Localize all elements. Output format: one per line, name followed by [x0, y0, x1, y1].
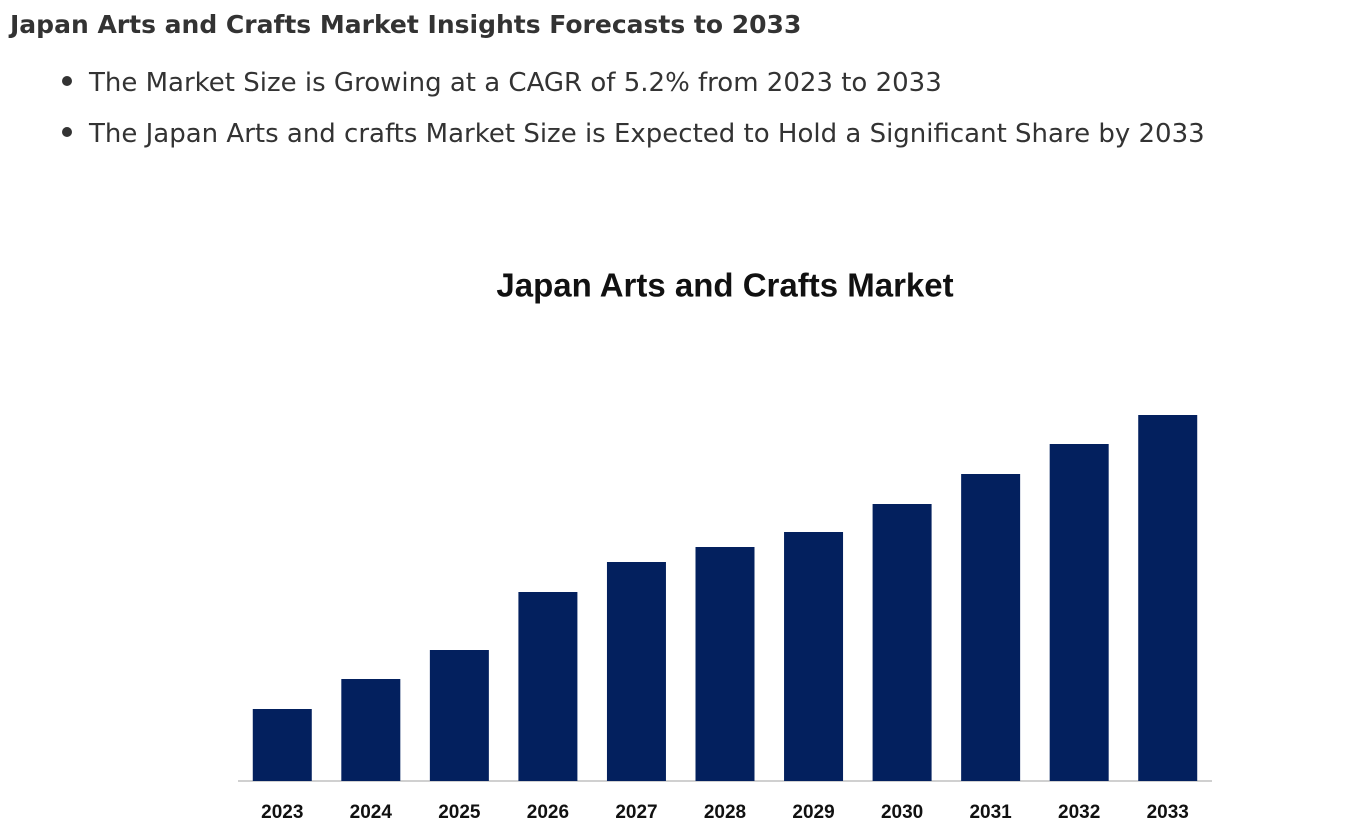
bar: [695, 547, 755, 781]
x-tick-label: 2029: [792, 802, 834, 823]
x-tick-label: 2028: [704, 802, 746, 823]
bar: [606, 562, 666, 781]
bar: [1049, 444, 1109, 781]
bullet-list: The Market Size is Growing at a CAGR of …: [62, 58, 1205, 160]
bar: [341, 679, 401, 781]
x-tick-label: 2032: [1058, 802, 1100, 823]
x-tick-label: 2031: [969, 802, 1012, 823]
x-tick-label: 2025: [438, 802, 481, 823]
x-tick-label: 2033: [1147, 802, 1189, 823]
x-tick-label: 2023: [261, 802, 303, 823]
bar: [252, 709, 312, 781]
bar: [518, 592, 578, 781]
bar: [961, 474, 1021, 781]
bar: [429, 650, 489, 781]
x-tick-label: 2024: [350, 802, 393, 823]
heading: Japan Arts and Crafts Market Insights Fo…: [10, 10, 802, 39]
bullet: The Japan Arts and crafts Market Size is…: [62, 109, 1205, 160]
x-tick-label: 2027: [615, 802, 657, 823]
bar: [872, 504, 932, 781]
bar: [784, 532, 844, 781]
x-tick-label: 2026: [527, 802, 569, 823]
x-tick-label: 2030: [881, 802, 923, 823]
chart-title: Japan Arts and Crafts Market: [496, 267, 953, 304]
bullet: The Market Size is Growing at a CAGR of …: [62, 58, 1205, 109]
bar: [1138, 415, 1198, 781]
